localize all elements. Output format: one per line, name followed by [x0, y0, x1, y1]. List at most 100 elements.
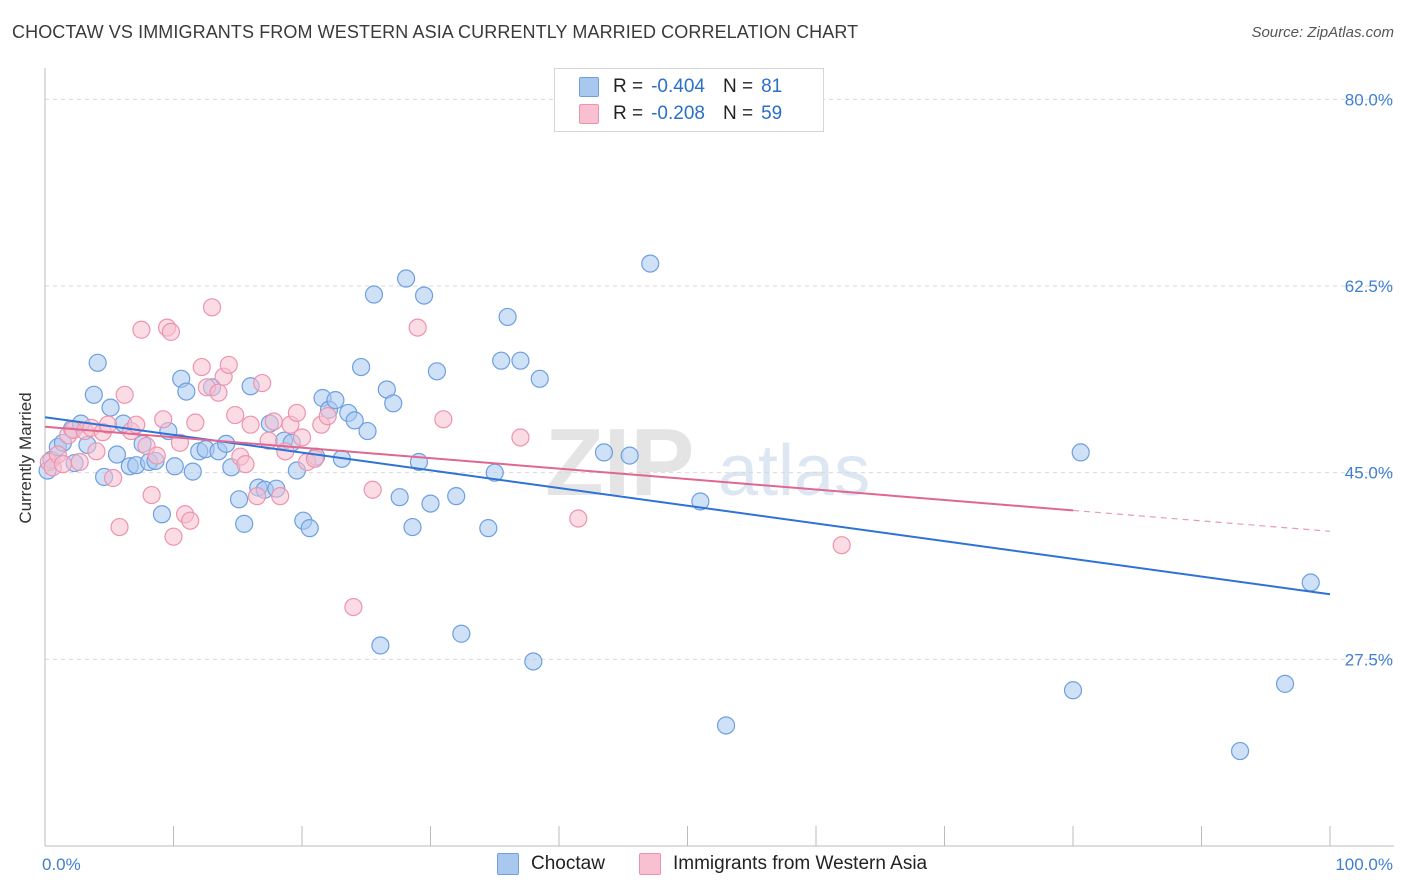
choctaw-point: [371, 636, 390, 655]
choctaw-point: [620, 446, 639, 465]
choctaw-point: [235, 514, 254, 533]
choctaw-point: [396, 269, 416, 288]
choctaw-point: [177, 382, 196, 401]
western-asia-point: [253, 373, 272, 393]
western-asia-point: [511, 428, 530, 447]
legend-n-label: N =: [722, 103, 754, 124]
choctaw-point: [427, 362, 447, 381]
correlation-legend: R = -0.404 N = 81 R = -0.208 N = 59: [554, 68, 824, 132]
legend-r-label: R =: [613, 76, 644, 97]
legend-n-label: N =: [722, 76, 754, 97]
western-asia-point: [408, 318, 427, 337]
choctaw-point: [384, 394, 403, 413]
choctaw-point: [524, 652, 543, 671]
bottom-legend-swatch-choctaw: [497, 853, 519, 875]
western-asia-point: [236, 455, 255, 474]
legend-swatch-choctaw: [579, 77, 599, 97]
choctaw-point: [107, 445, 127, 464]
western-asia-trend-line-extension: [1072, 509, 1331, 532]
bottom-legend-choctaw: Choctaw: [497, 851, 605, 877]
bottom-legend-swatch-western-asia: [639, 853, 661, 875]
choctaw-point: [452, 624, 471, 643]
western-asia-point: [132, 320, 151, 339]
choctaw-point: [479, 519, 498, 538]
western-asia-point: [344, 597, 363, 617]
western-asia-point: [318, 407, 337, 426]
choctaw-point: [641, 254, 660, 273]
western-asia-point: [115, 385, 134, 404]
choctaw-point: [352, 357, 371, 377]
choctaw-point: [1301, 573, 1320, 592]
choctaw-point: [1230, 741, 1250, 761]
choctaw-point: [84, 385, 103, 404]
western-asia-point: [271, 487, 290, 506]
choctaw-point: [1063, 681, 1083, 700]
western-asia-points: [39, 298, 851, 617]
legend-r-value: -0.404: [651, 76, 705, 97]
legend-row-western-asia: R = -0.208 N = 59: [579, 102, 782, 126]
choctaw-point: [101, 398, 120, 417]
x-tick-label-left: 0.0%: [42, 855, 81, 874]
western-asia-point: [209, 383, 228, 402]
western-asia-point: [110, 517, 129, 537]
western-asia-point: [264, 412, 283, 431]
choctaw-point: [716, 716, 736, 735]
western-asia-point: [363, 480, 382, 499]
western-asia-point: [142, 485, 161, 505]
choctaw-point: [326, 391, 345, 410]
bottom-legend-label: Immigrants from Western Asia: [673, 853, 928, 874]
legend-swatch-western-asia: [579, 104, 599, 124]
bottom-legend-label: Choctaw: [531, 853, 605, 874]
western-asia-point: [164, 527, 183, 546]
western-asia-point: [53, 455, 73, 474]
y-tick-label: 62.5%: [1345, 277, 1393, 296]
western-asia-trend-line: [44, 425, 1074, 512]
legend-r-label: R =: [613, 103, 644, 124]
western-asia-point: [161, 322, 181, 341]
x-tick-label-right: 100.0%: [1335, 855, 1393, 874]
western-asia-point: [219, 355, 238, 375]
choctaw-point: [229, 490, 249, 509]
western-asia-point: [186, 413, 205, 432]
choctaw-point: [1275, 674, 1295, 693]
choctaw-point: [447, 487, 466, 506]
watermark-zip: ZIP: [545, 409, 694, 516]
choctaw-point: [1071, 443, 1090, 462]
western-asia-point: [287, 403, 306, 423]
tick-labels: 27.5% 45.0% 62.5% 80.0% 0.0% 100.0%: [42, 90, 1393, 874]
legend-row-choctaw: R = -0.404 N = 81: [579, 75, 782, 99]
western-asia-point: [434, 410, 453, 429]
legend-n-value: 59: [761, 103, 783, 124]
choctaw-point: [345, 411, 364, 430]
choctaw-point: [152, 505, 172, 524]
western-asia-point: [192, 357, 211, 377]
y-tick-label: 27.5%: [1345, 650, 1393, 669]
trend-lines: [44, 416, 1331, 596]
western-asia-point: [70, 452, 89, 472]
western-asia-point: [292, 428, 312, 447]
choctaw-point: [403, 517, 422, 537]
western-asia-point: [181, 511, 200, 530]
choctaw-trend-line: [44, 416, 1331, 596]
western-asia-point: [247, 487, 267, 506]
choctaw-point: [88, 353, 107, 372]
choctaw-point: [300, 519, 319, 538]
choctaw-point: [530, 369, 549, 388]
choctaw-point: [165, 457, 184, 476]
legend-r-value: -0.208: [651, 103, 705, 124]
choctaw-point: [364, 285, 384, 304]
y-axis-label: Currently Married: [16, 392, 35, 524]
source-label: Source: ZipAtlas.com: [1251, 24, 1394, 41]
watermark-atlas: atlas: [718, 431, 870, 511]
western-asia-point: [104, 468, 123, 488]
y-tick-label: 45.0%: [1345, 464, 1393, 483]
western-asia-point: [202, 298, 222, 317]
choctaw-point: [421, 494, 440, 513]
chart-title: CHOCTAW VS IMMIGRANTS FROM WESTERN ASIA …: [12, 22, 859, 42]
choctaw-point: [358, 421, 377, 441]
y-tick-label: 80.0%: [1345, 90, 1393, 109]
choctaw-point: [511, 351, 530, 370]
western-asia-point: [241, 415, 260, 434]
choctaw-point: [691, 492, 710, 511]
